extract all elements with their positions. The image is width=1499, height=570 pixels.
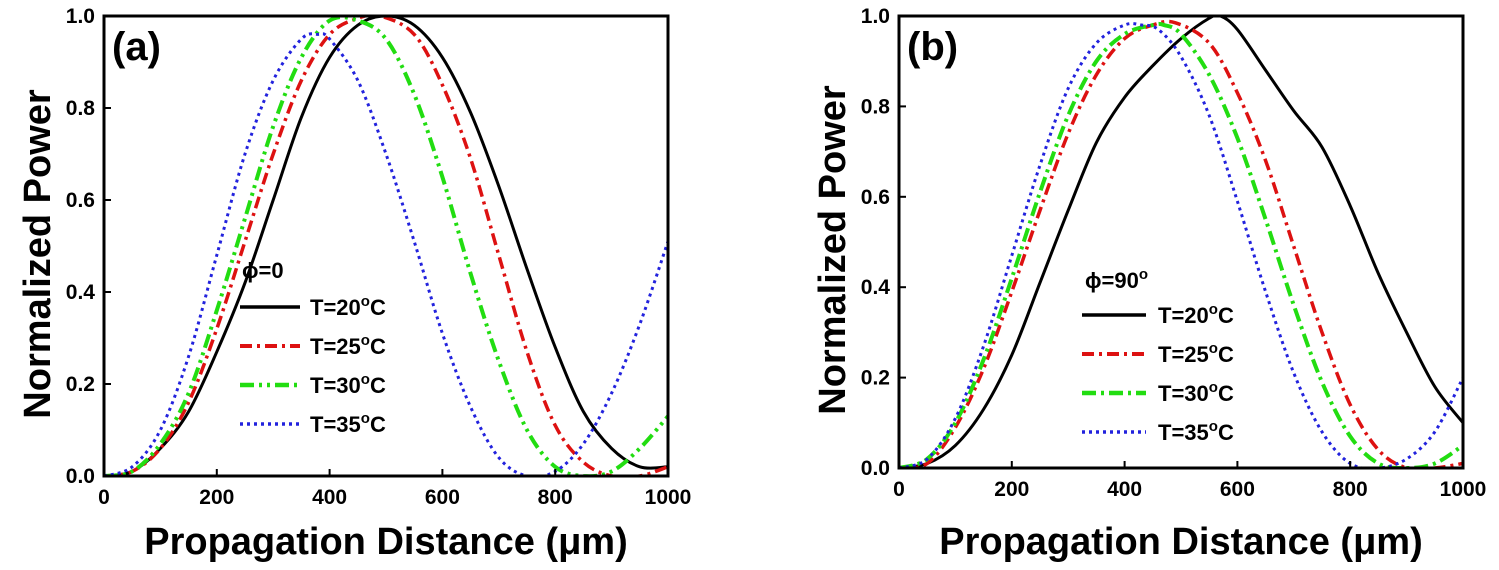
chart-panel-b: 0 200 400 600 800 1000 0.0 0.2 0.4 0.6 0.8 1.0 Propa…: [812, 5, 1486, 563]
legend-entry: T=35oC: [1158, 418, 1234, 445]
legend-entry-unit: C: [370, 334, 386, 359]
plot-frame: [897, 14, 1465, 470]
x-tick-label: 200: [199, 486, 234, 509]
legend-entry-unit: C: [1218, 342, 1234, 367]
y-tick-label: 0.8: [66, 97, 96, 120]
legend-entry-unit: C: [1218, 420, 1234, 445]
legend-entry-superscript: o: [361, 371, 370, 388]
legend-entry-main: T=20: [310, 295, 361, 320]
y-tick-label: 0.0: [66, 465, 95, 488]
legend-entry-superscript: o: [1209, 301, 1218, 318]
series-line-t25: [104, 16, 668, 476]
x-tick-label: 400: [312, 486, 347, 509]
x-tick-label: 1000: [645, 486, 692, 509]
x-tick-label: 0: [98, 486, 110, 509]
legend-title: ϕ=90o: [1085, 266, 1148, 293]
y-tick-label: 0.6: [861, 186, 890, 209]
legend-entry-main: T=35: [1158, 420, 1209, 445]
legend-entry-superscript: o: [361, 410, 370, 427]
x-tick-label: 800: [1333, 478, 1368, 501]
legend-entry-superscript: o: [1209, 379, 1218, 396]
series-line-t20: [104, 16, 668, 476]
y-tick-label: 0.6: [66, 189, 95, 212]
x-tick-label: 1000: [1440, 478, 1487, 501]
legend-entry-unit: C: [370, 295, 386, 320]
y-tick-label: 0.2: [861, 367, 890, 390]
y-tick-label: 0.8: [861, 95, 891, 118]
y-tick-label: 1.0: [861, 5, 890, 28]
y-tick-label: 0.4: [66, 281, 96, 304]
legend-entry: T=20oC: [1158, 301, 1234, 328]
legend-entry-unit: C: [1218, 381, 1234, 406]
panel-label: (b): [907, 25, 958, 69]
legend-entry-main: T=25: [310, 334, 361, 359]
x-tick-label: 800: [538, 486, 573, 509]
legend-entry: T=30oC: [1158, 379, 1234, 406]
y-tick-label: 0.0: [861, 457, 890, 480]
x-tick-label: 400: [1107, 478, 1142, 501]
legend-entry-main: T=35: [310, 412, 361, 437]
legend-entry: T=25oC: [1158, 340, 1234, 367]
legend-entry-main: T=20: [1158, 303, 1209, 328]
series-line-t35: [899, 22, 1463, 468]
panel-label: (a): [112, 25, 161, 69]
legend-entry-main: T=25: [1158, 342, 1209, 367]
chart-panel-a: 0 200 400 600 800 1000 0.0 0.2 0.4 0.6 0.8 1.0 Propa…: [17, 5, 691, 563]
x-axis-label: Propagation Distance (μm): [144, 521, 628, 563]
legend-entry: T=35oC: [310, 410, 386, 437]
series-line-t30: [104, 16, 668, 476]
legend-title: ϕ=0: [242, 258, 284, 283]
legend-entry-superscript: o: [361, 332, 370, 349]
y-axis-label: Normalized Power: [17, 89, 59, 419]
legend-title-superscript: o: [1139, 266, 1148, 283]
legend-entry: T=30oC: [310, 371, 386, 398]
legend-entry-unit: C: [370, 373, 386, 398]
y-tick-label: 0.4: [861, 276, 891, 299]
legend-entry-superscript: o: [1209, 418, 1218, 435]
series-line-t30: [899, 21, 1463, 468]
y-tick-label: 0.2: [66, 373, 95, 396]
x-axis-label: Propagation Distance (μm): [939, 521, 1423, 563]
legend-entry-main: T=30: [1158, 381, 1209, 406]
legend-entry-superscript: o: [1209, 340, 1218, 357]
y-tick-label: 1.0: [66, 5, 95, 28]
series-line-t20: [899, 16, 1463, 468]
legend-entry-main: T=30: [310, 373, 361, 398]
legend-entry-unit: C: [370, 412, 386, 437]
legend-entry-unit: C: [1218, 303, 1234, 328]
plot-frame: [102, 14, 670, 478]
legend-entry: T=25oC: [310, 332, 386, 359]
series-line-t25: [899, 19, 1463, 468]
x-tick-label: 200: [994, 478, 1029, 501]
x-tick-label: 0: [893, 478, 905, 501]
x-tick-label: 600: [425, 486, 460, 509]
x-tick-label: 600: [1220, 478, 1255, 501]
legend-entry-superscript: o: [361, 293, 370, 310]
y-axis-label: Normalized Power: [812, 85, 854, 415]
legend-entry: T=20oC: [310, 293, 386, 320]
